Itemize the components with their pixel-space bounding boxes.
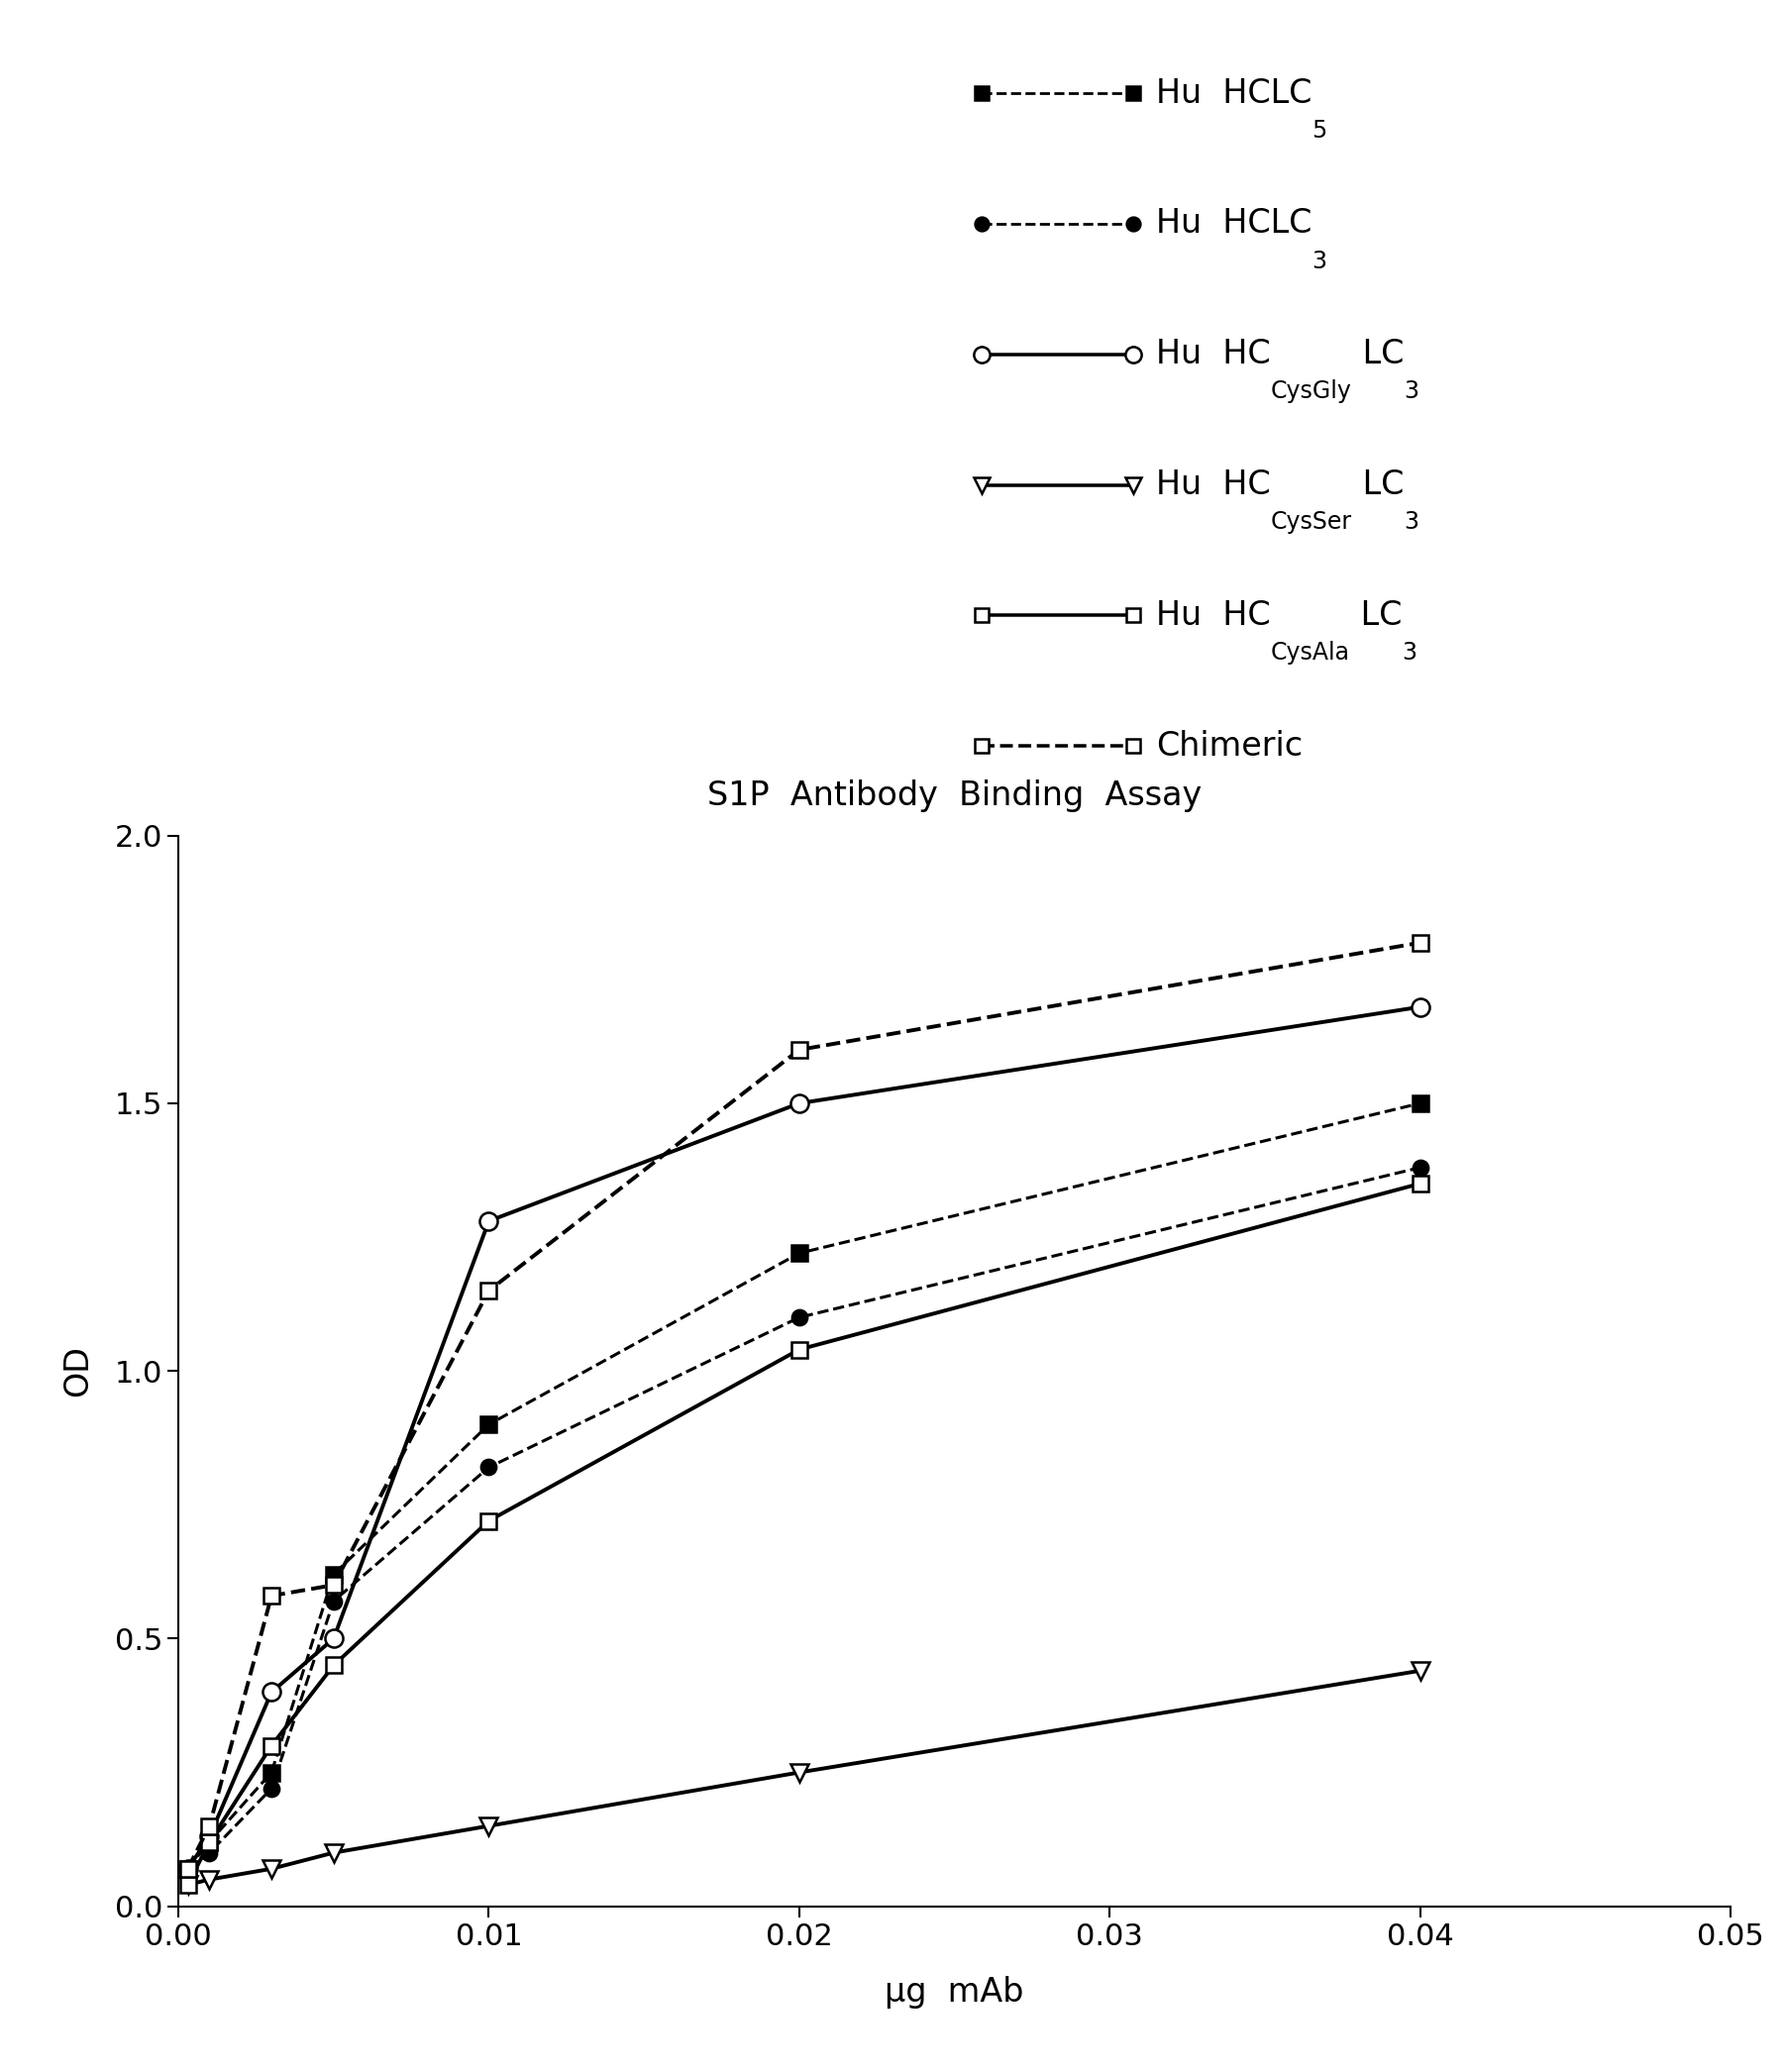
Text: LC: LC <box>1352 338 1404 371</box>
Text: 5: 5 <box>1311 118 1327 143</box>
Text: Hu  HCLC: Hu HCLC <box>1156 207 1311 240</box>
Text: LC: LC <box>1352 468 1404 501</box>
Text: 3: 3 <box>1402 640 1416 665</box>
Text: CysGly: CysGly <box>1270 379 1352 404</box>
Text: Hu  HC: Hu HC <box>1156 468 1270 501</box>
Text: CysSer: CysSer <box>1270 510 1352 535</box>
Text: CysAla: CysAla <box>1270 640 1350 665</box>
Text: LC: LC <box>1350 599 1402 632</box>
X-axis label: μg  mAb: μg mAb <box>885 1975 1024 2008</box>
Text: 3: 3 <box>1311 249 1327 274</box>
Text: Hu  HC: Hu HC <box>1156 338 1270 371</box>
Text: Chimeric: Chimeric <box>1156 729 1302 762</box>
Text: 3: 3 <box>1404 510 1418 535</box>
Text: 3: 3 <box>1404 379 1418 404</box>
Y-axis label: OD: OD <box>61 1345 95 1397</box>
Title: S1P  Antibody  Binding  Assay: S1P Antibody Binding Assay <box>706 779 1202 812</box>
Text: Hu  HCLC: Hu HCLC <box>1156 77 1311 110</box>
Text: Hu  HC: Hu HC <box>1156 599 1270 632</box>
